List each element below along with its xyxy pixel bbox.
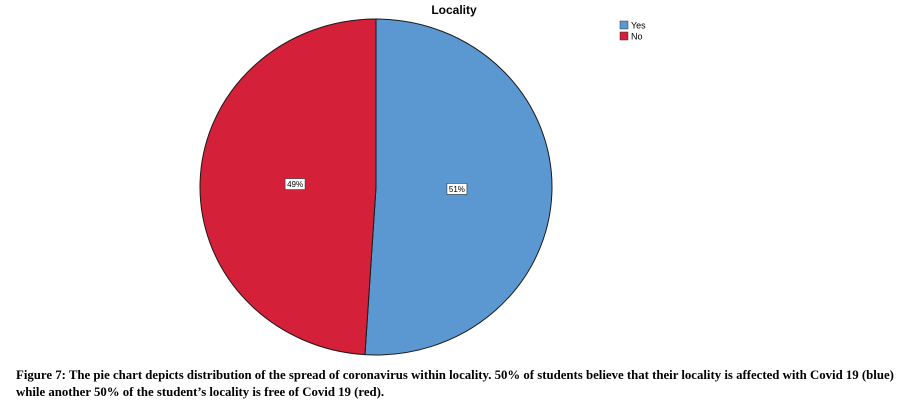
legend-label: Yes	[631, 21, 646, 31]
slice-label-box	[446, 183, 468, 195]
pie-slices	[199, 18, 553, 356]
slice-label-text: 51%	[449, 185, 465, 194]
slice-label-box	[284, 178, 306, 190]
figure-caption: Figure 7: The pie chart depicts distribu…	[16, 367, 901, 401]
pie-chart-area: Locality 51% 49% Yes No	[199, 3, 646, 356]
slice-label-text: 49%	[287, 180, 303, 189]
legend-entry-yes: Yes	[619, 20, 646, 31]
caption-text: The pie chart depicts distribution of th…	[16, 368, 894, 399]
chart-title: Locality	[431, 3, 477, 17]
caption-lead: Figure 7:	[16, 368, 66, 382]
legend-entry-no: No	[619, 31, 643, 42]
legend-label: No	[631, 32, 643, 42]
legend-swatch	[619, 31, 629, 41]
pie-slice-label-no: 49%	[284, 178, 306, 190]
pie-slice-labels: 51% 49%	[284, 178, 468, 195]
pie-slice-label-yes: 51%	[446, 183, 468, 195]
legend-swatch	[619, 20, 629, 30]
